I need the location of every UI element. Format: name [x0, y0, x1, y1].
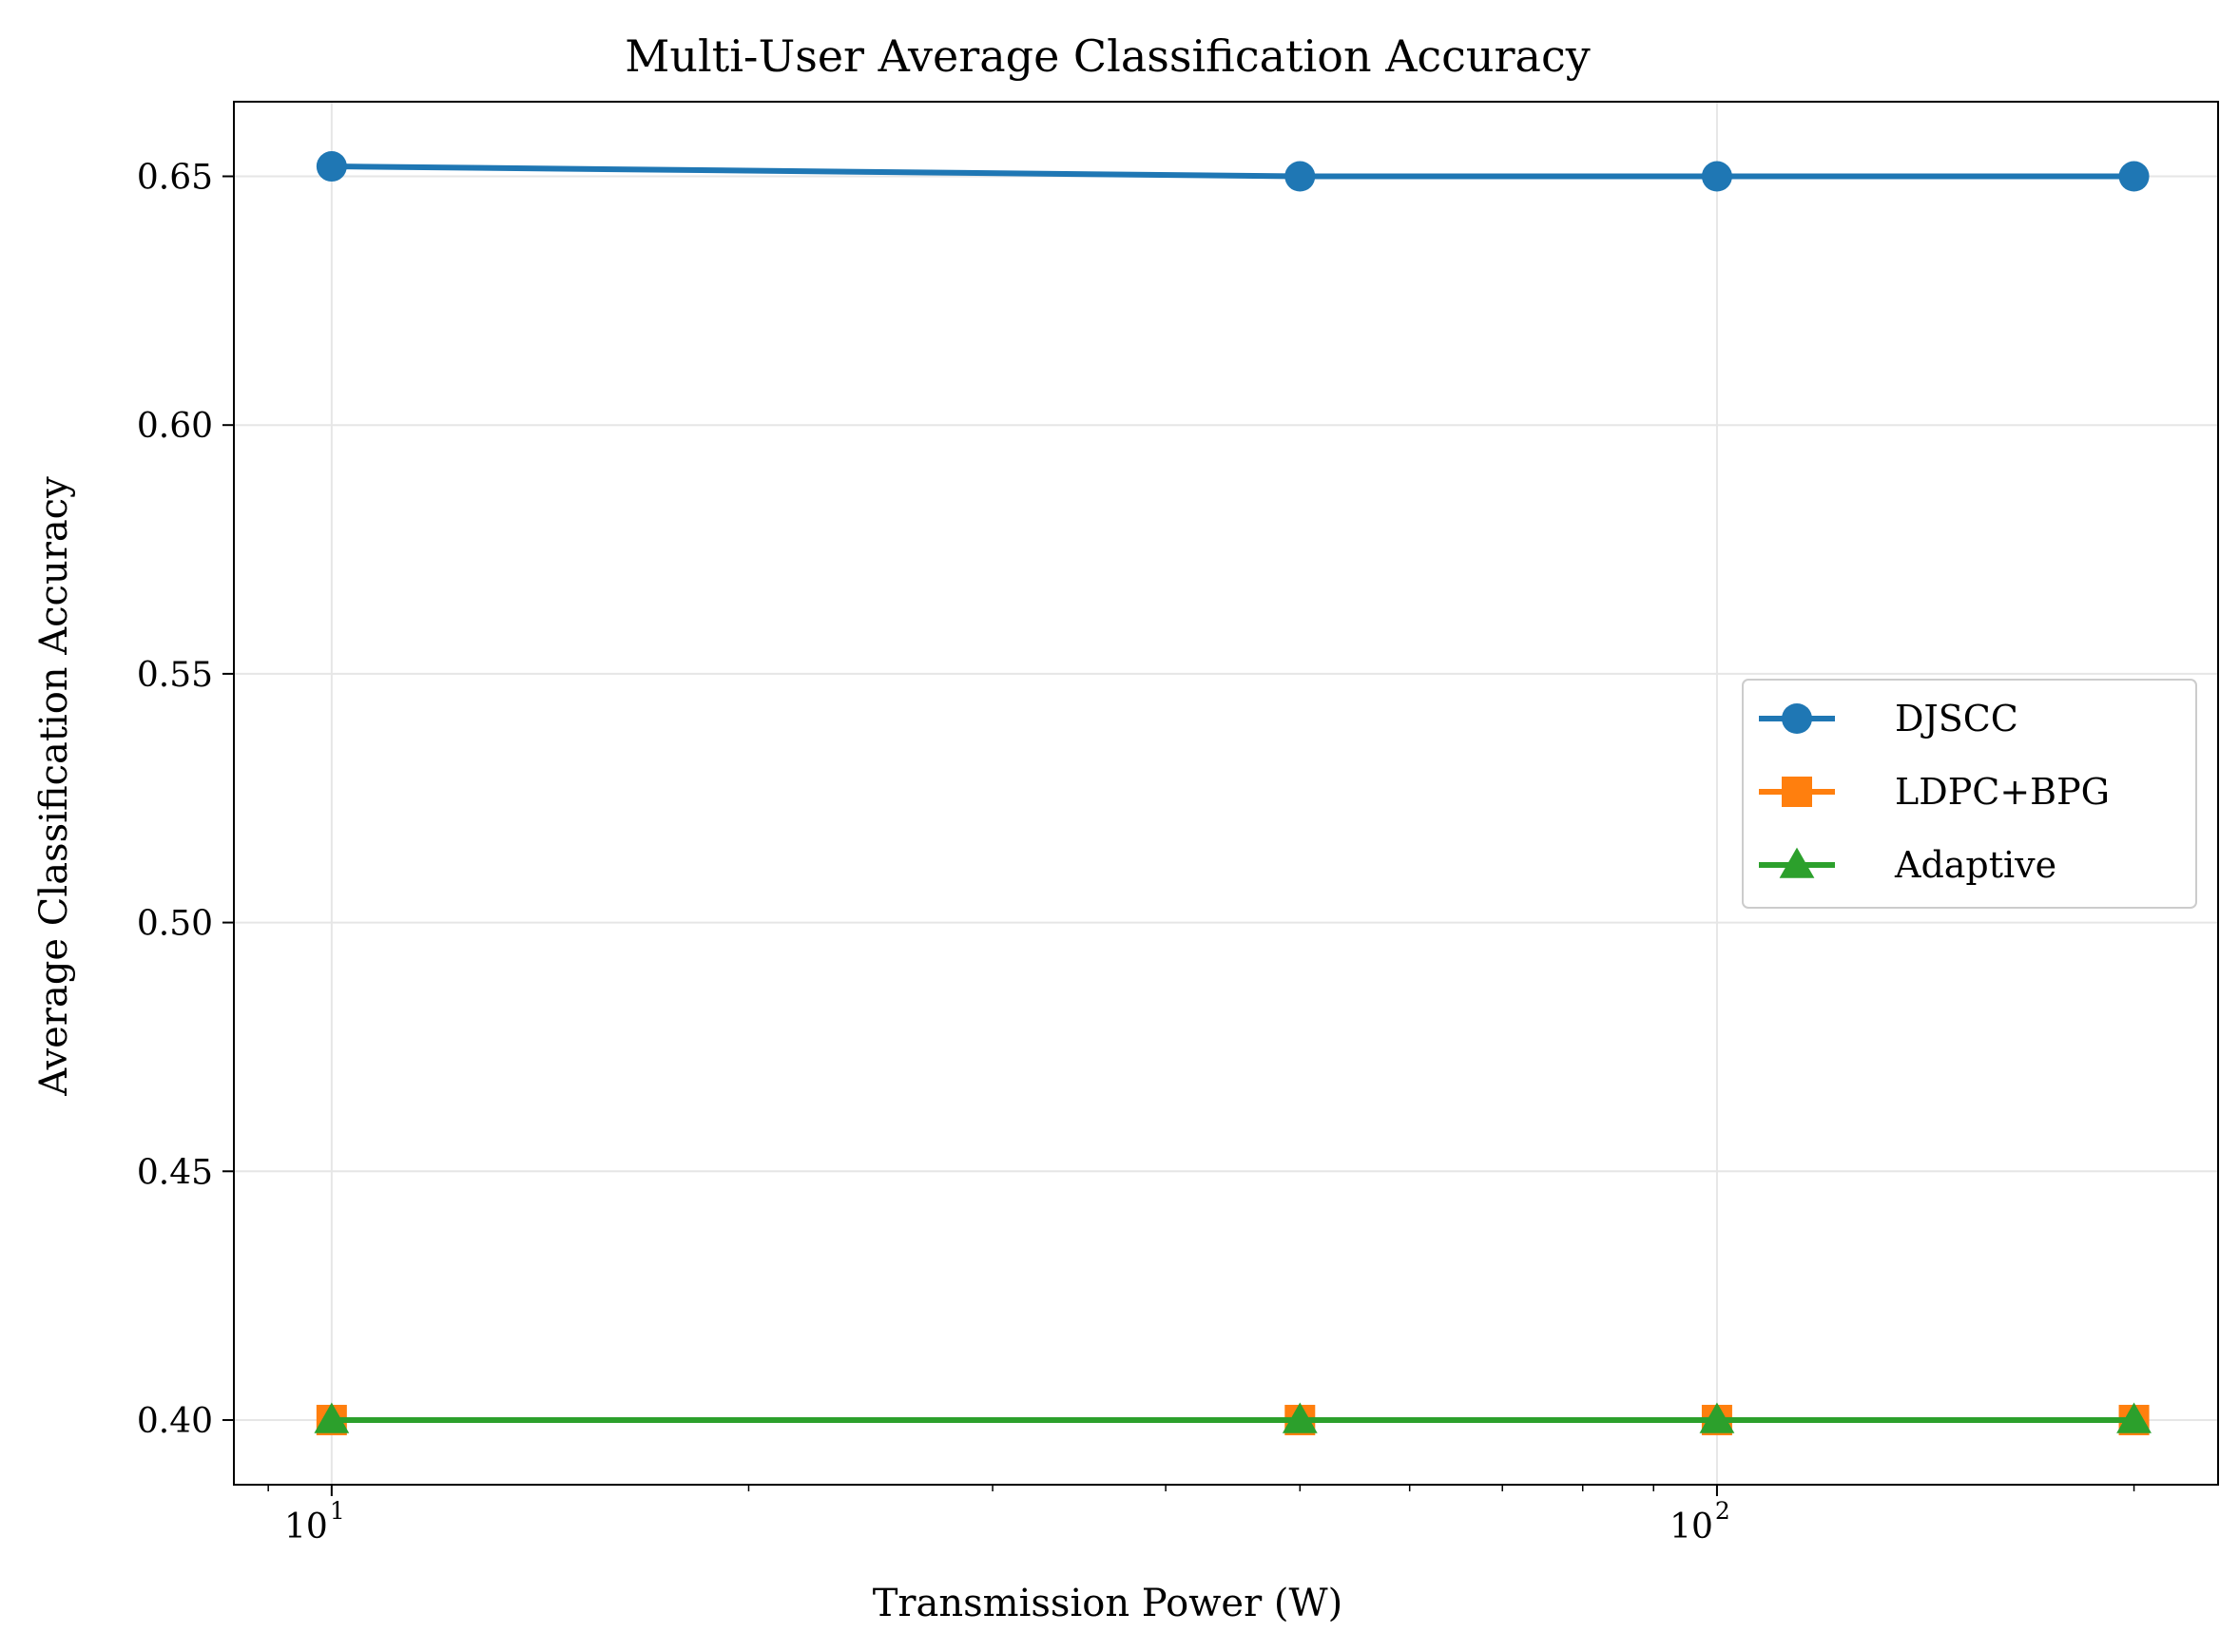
legend-item: LDPC+BPG [1759, 771, 2110, 813]
data-point [1701, 161, 1732, 192]
series-djscc [316, 151, 2150, 192]
legend-label: Adaptive [1894, 844, 2056, 886]
legend-marker [1779, 847, 1815, 878]
x-axis-label: Transmission Power (W) [873, 1582, 1343, 1625]
data-point [2116, 1402, 2152, 1433]
legend-item: Adaptive [1759, 844, 2056, 886]
y-axis-label: Average Classification Accuracy [32, 476, 76, 1097]
legend-marker [1782, 777, 1812, 807]
y-tick-label: 0.45 [137, 1153, 213, 1192]
y-tick-label: 0.40 [137, 1402, 213, 1441]
x-tick-label: 10 1 [284, 1497, 345, 1546]
x-tick-label: 10 2 [1670, 1497, 1730, 1546]
series-adaptive [314, 1402, 2152, 1433]
series-group [314, 151, 2152, 1435]
plot-frame [233, 101, 2219, 1486]
x-tick-label-base: 10 [284, 1508, 328, 1546]
legend: DJSCC LDPC+BPG Adaptive [1742, 679, 2197, 909]
legend-marker [1782, 703, 1812, 734]
y-tick-label: 0.60 [137, 407, 213, 446]
y-tick-label: 0.55 [137, 656, 213, 695]
x-tick-label-base: 10 [1670, 1508, 1713, 1546]
x-tick-label-exponent: 1 [330, 1497, 345, 1525]
legend-item: DJSCC [1759, 698, 2018, 740]
data-point [2118, 161, 2150, 192]
data-point [1699, 1402, 1735, 1433]
legend-label: DJSCC [1895, 698, 2018, 740]
y-tick-label: 0.50 [137, 905, 213, 944]
data-point [316, 151, 347, 182]
series-line [331, 163, 2134, 180]
data-point [314, 1402, 350, 1433]
legend-label: LDPC+BPG [1895, 771, 2110, 813]
chart-title: Multi-User Average Classification Accura… [625, 30, 1590, 82]
data-point [1282, 1402, 1318, 1433]
x-tick-label-exponent: 2 [1715, 1497, 1730, 1525]
y-tick-label: 0.65 [137, 159, 213, 198]
legend-box [1742, 679, 2197, 909]
data-point [1284, 161, 1316, 192]
